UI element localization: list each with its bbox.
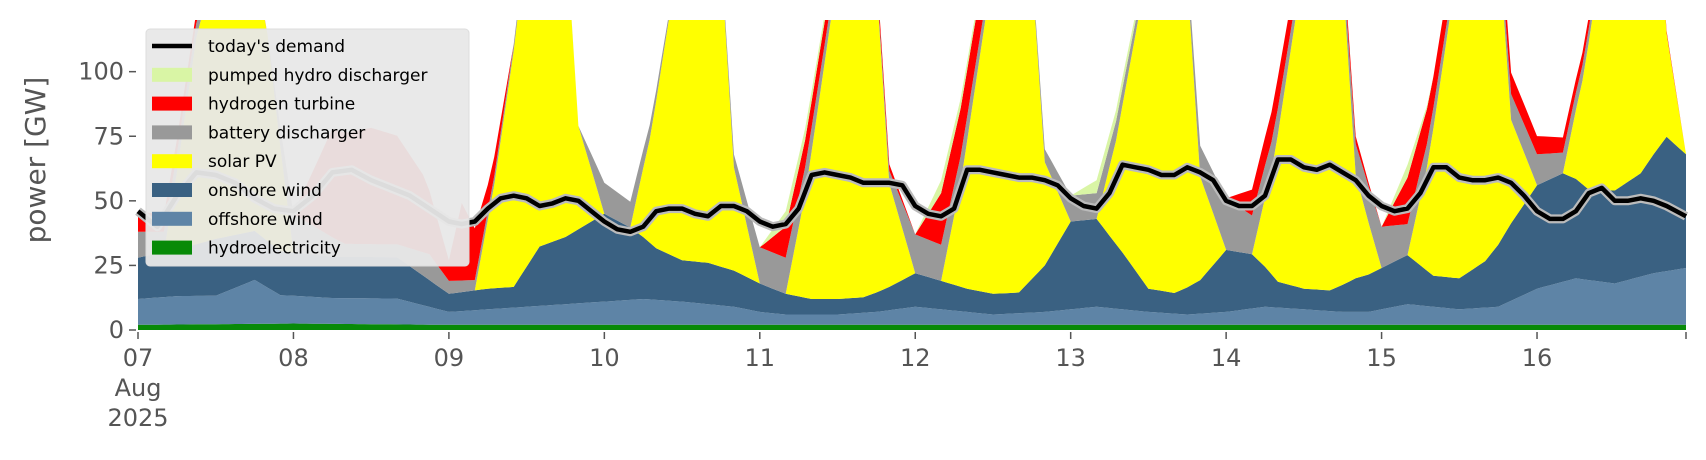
legend-label-h2: hydrogen turbine <box>208 95 355 115</box>
demand-line <box>136 157 1688 235</box>
x-tick-label: 12 <box>900 344 931 372</box>
legend-box <box>145 28 470 267</box>
legend-swatch-hydro <box>152 240 192 255</box>
x-tick-label: 09 <box>434 344 465 372</box>
y-axis-label: power [GW] <box>19 77 52 244</box>
legend-label-onshore: onshore wind <box>208 181 322 201</box>
legend-label-offshore: offshore wind <box>208 210 323 230</box>
legend-swatch-pumped <box>152 67 192 82</box>
x-tick-label: 2025 <box>107 404 168 432</box>
legend-label-solar: solar PV <box>208 152 277 172</box>
legend-swatch-solar <box>152 154 192 169</box>
x-tick-label: 14 <box>1211 344 1242 372</box>
y-tick-label: 100 <box>78 58 124 86</box>
legend-swatch-offshore <box>152 211 192 226</box>
y-tick-label: 50 <box>93 187 124 215</box>
y-tick-label: 25 <box>93 251 124 279</box>
area-onshore <box>138 136 1686 315</box>
area-solar <box>138 20 1686 299</box>
area-battery <box>138 20 1686 294</box>
legend-swatch-battery <box>152 125 192 140</box>
x-tick-label: Aug <box>115 374 162 402</box>
y-tick-label: 75 <box>93 122 124 150</box>
legend-swatch-h2 <box>152 96 192 111</box>
area-offshore <box>138 268 1686 325</box>
x-tick-label: 16 <box>1522 344 1553 372</box>
stacked-areas <box>138 20 1686 330</box>
x-tick-label: 15 <box>1366 344 1397 372</box>
x-tick-label: 11 <box>745 344 776 372</box>
y-tick-label: 0 <box>109 316 124 344</box>
x-tick-label: 07 <box>123 344 154 372</box>
x-tick-label: 10 <box>589 344 620 372</box>
x-tick-label: 13 <box>1055 344 1086 372</box>
area-hydro <box>138 323 1686 330</box>
legend-label-battery: battery discharger <box>208 123 365 143</box>
legend-label-pumped: pumped hydro discharger <box>208 66 427 86</box>
legend-label-hydro: hydroelectricity <box>208 239 341 259</box>
legend-swatch-onshore <box>152 183 192 197</box>
legend: today's demand pumped hydro discharger hyd… <box>145 28 470 267</box>
x-tick-label: 08 <box>278 344 309 372</box>
legend-label-demand: today's demand <box>208 37 345 57</box>
